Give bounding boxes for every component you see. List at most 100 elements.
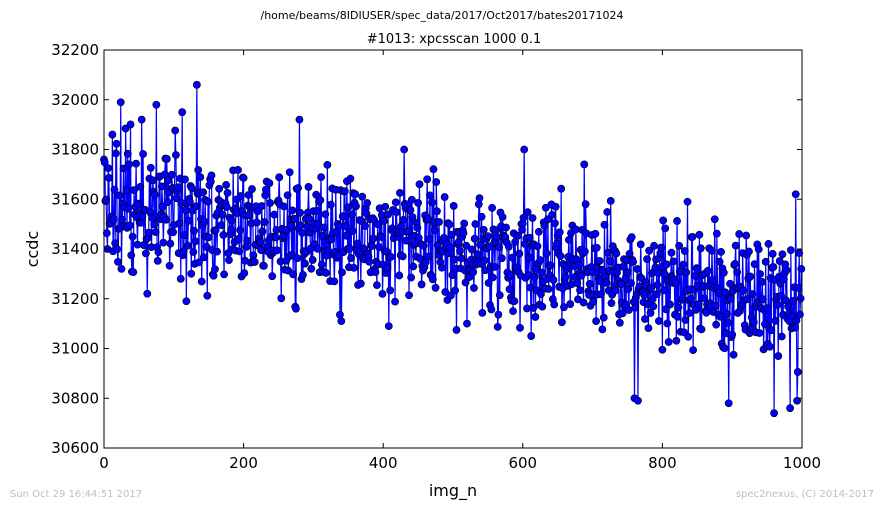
data-point — [158, 202, 167, 211]
data-point — [645, 246, 654, 255]
data-point — [353, 239, 362, 248]
data-point — [520, 145, 529, 154]
data-point — [525, 253, 533, 262]
data-point — [377, 233, 386, 241]
data-point — [396, 189, 404, 197]
x-tick-label: 400 — [369, 454, 398, 472]
data-point — [530, 273, 539, 281]
data-point — [137, 115, 146, 124]
data-point — [362, 209, 371, 218]
data-point — [245, 211, 254, 220]
data-point — [171, 126, 180, 135]
data-point — [141, 249, 150, 258]
data-point — [171, 151, 180, 159]
data-point — [188, 184, 196, 193]
data-point — [793, 368, 802, 376]
data-point — [249, 251, 258, 260]
data-point — [765, 342, 774, 351]
data-point — [225, 256, 233, 264]
data-point — [338, 212, 347, 221]
data-point — [445, 220, 454, 229]
data-point — [641, 315, 649, 323]
data-point — [151, 228, 160, 237]
data-point — [536, 256, 545, 264]
data-point — [672, 336, 681, 345]
data-point — [194, 166, 203, 174]
data-point — [151, 190, 159, 199]
data-point — [307, 264, 316, 273]
data-point — [181, 206, 190, 214]
data-point — [794, 283, 803, 292]
data-point — [471, 220, 480, 228]
y-tick-label: 30800 — [51, 389, 99, 407]
data-point — [636, 240, 645, 249]
data-point — [338, 268, 346, 277]
data-point — [659, 216, 667, 225]
data-point — [365, 257, 374, 266]
data-point — [109, 215, 118, 224]
data-point — [262, 185, 270, 194]
data-point — [729, 350, 738, 359]
data-point — [720, 344, 729, 353]
data-point — [462, 241, 471, 250]
data-point — [634, 396, 642, 405]
data-point — [467, 245, 476, 254]
data-point — [480, 256, 489, 265]
data-point — [258, 227, 267, 236]
data-point — [528, 214, 537, 222]
data-point — [373, 220, 382, 229]
x-tick-label: 800 — [648, 454, 677, 472]
data-point — [136, 182, 145, 191]
data-point — [323, 160, 332, 169]
data-point — [117, 264, 126, 273]
data-point — [449, 202, 458, 210]
data-point — [196, 173, 205, 182]
data-point — [527, 332, 536, 340]
data-point — [271, 233, 280, 242]
data-point — [667, 248, 676, 257]
data-point — [580, 160, 589, 169]
data-point — [128, 232, 137, 241]
data-point — [470, 234, 479, 243]
data-point — [236, 226, 245, 235]
data-point — [102, 229, 111, 238]
data-point — [549, 276, 558, 284]
data-point — [773, 300, 782, 309]
data-point — [312, 190, 321, 199]
data-point — [259, 262, 268, 270]
data-point — [178, 108, 187, 117]
data-point — [187, 269, 196, 278]
data-point — [576, 286, 584, 295]
data-point — [371, 268, 380, 276]
data-point — [211, 265, 219, 274]
data-point — [537, 268, 546, 277]
data-point — [542, 249, 551, 258]
data-point — [696, 244, 705, 253]
data-point — [288, 206, 297, 215]
data-point — [152, 100, 161, 109]
data-point — [469, 268, 478, 276]
data-point — [112, 139, 121, 148]
data-point — [561, 273, 570, 281]
data-point — [118, 215, 127, 224]
data-point — [423, 175, 432, 184]
data-point — [244, 191, 253, 199]
x-tick-label: 200 — [229, 454, 258, 472]
data-point — [544, 285, 553, 293]
data-point — [481, 266, 490, 275]
data-point — [627, 233, 636, 242]
data-point — [606, 196, 615, 205]
data-point — [684, 332, 693, 341]
data-point — [555, 228, 564, 237]
data-point — [650, 241, 658, 250]
data-point — [391, 297, 399, 306]
data-point — [423, 214, 432, 223]
data-point — [119, 164, 128, 173]
data-point — [769, 263, 778, 271]
data-point — [386, 252, 395, 261]
data-point — [283, 191, 292, 200]
data-point — [533, 242, 542, 251]
data-point — [250, 258, 259, 266]
data-point — [573, 279, 582, 288]
data-point — [663, 319, 672, 328]
